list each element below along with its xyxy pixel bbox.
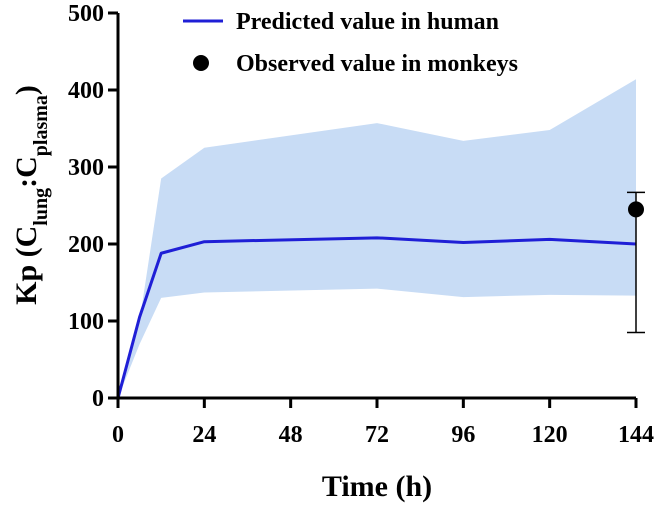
observed-point: [628, 201, 644, 218]
y-axis-title-suffix: ): [10, 85, 43, 95]
y-tick-label: 500: [68, 1, 104, 27]
series-line-predicted: [116, 236, 637, 399]
series-layer: [116, 236, 637, 399]
legend-label-observed: Observed value in monkeys: [236, 51, 518, 77]
y-axis-title-separator: :C: [10, 156, 43, 188]
y-tick-label: 300: [68, 155, 104, 181]
y-axis-title-prefix: Kp (C: [10, 226, 43, 305]
y-tick-label: 400: [68, 78, 104, 104]
x-tick-label: 144: [618, 422, 654, 448]
legend: Predicted value in human Observed value …: [183, 9, 518, 77]
x-tick-label: 0: [112, 422, 124, 448]
y-tick-label: 0: [92, 386, 104, 412]
y-tick-label: 100: [68, 309, 104, 335]
legend-dot-swatch: [193, 55, 209, 71]
x-axis-title: Time (h): [322, 470, 432, 503]
y-axis-title-subscript-plasma: plasma: [30, 95, 52, 156]
x-tick-label: 72: [365, 422, 389, 448]
legend-label-predicted: Predicted value in human: [236, 9, 499, 35]
y-axis-title: Kp (Clung:Cplasma): [10, 85, 52, 305]
x-tick-label: 48: [279, 422, 303, 448]
x-tick-label: 96: [451, 422, 475, 448]
observed-layer: [627, 191, 645, 334]
ticks: 0 100 200 300 400 500 0 24 48 72 96 120 144: [68, 1, 654, 448]
y-axis-title-subscript-lung: lung: [30, 188, 52, 226]
x-tick-label: 120: [532, 422, 568, 448]
y-tick-label: 200: [68, 232, 104, 258]
x-tick-label: 24: [192, 422, 216, 448]
